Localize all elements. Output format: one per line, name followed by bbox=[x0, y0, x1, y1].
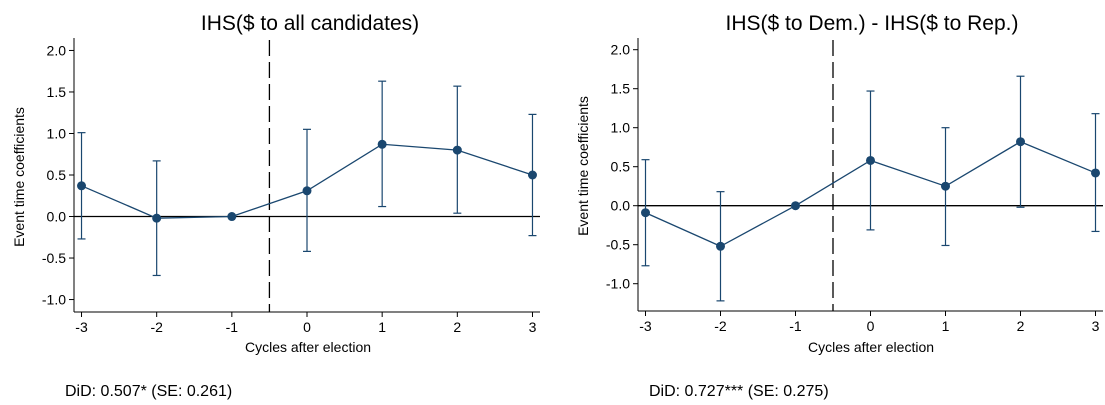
right-data-point bbox=[1091, 168, 1100, 178]
right-x-axis-label: Cycles after election bbox=[808, 339, 934, 355]
left-y-axis-label: Event time coefficients bbox=[11, 107, 27, 247]
left-plot-area: 2.0 1.5 1.0 0.5 0.0 -0.5 -1.0 -3 -2 -1 0 1 2 3 bbox=[42, 38, 540, 335]
right-data-point bbox=[1016, 137, 1025, 147]
left-data-point bbox=[77, 181, 87, 191]
right-data-point bbox=[791, 201, 800, 211]
right-chart: IHS($ to Dem.) - IHS($ to Rep.) Event ti… bbox=[575, 12, 1103, 400]
right-x-tick-label: 3 bbox=[1092, 318, 1100, 334]
left-y-tick-label: 1.0 bbox=[47, 125, 67, 141]
right-chart-title: IHS($ to Dem.) - IHS($ to Rep.) bbox=[726, 12, 1019, 35]
right-y-tick-label: 0.0 bbox=[611, 198, 631, 214]
left-data-point bbox=[302, 186, 312, 196]
right-y-tick-label: -0.5 bbox=[606, 237, 630, 253]
right-x-tick-label: 0 bbox=[867, 318, 875, 334]
right-y-tick-label: 1.5 bbox=[611, 81, 631, 97]
left-x-tick-label: -1 bbox=[226, 319, 239, 335]
right-data-point bbox=[866, 155, 875, 165]
left-data-point bbox=[527, 170, 537, 180]
right-data-point bbox=[641, 208, 650, 218]
left-data-point bbox=[227, 212, 237, 222]
left-data-point bbox=[152, 213, 162, 223]
left-did-note: DiD: 0.507* (SE: 0.261) bbox=[65, 383, 232, 400]
right-x-tick-label: -1 bbox=[789, 318, 802, 334]
right-y-tick-label: 2.0 bbox=[611, 42, 631, 58]
left-y-tick-label: -1.0 bbox=[42, 292, 66, 308]
left-x-tick-label: 1 bbox=[378, 319, 386, 335]
right-plot-area: 2.0 1.5 1.0 0.5 0.0 -0.5 -1.0 -3 -2 -1 0 1 2 3 bbox=[606, 38, 1103, 334]
right-y-tick-label: 1.0 bbox=[611, 120, 631, 136]
right-x-tick-label: -3 bbox=[639, 318, 652, 334]
left-x-axis-label: Cycles after election bbox=[245, 339, 371, 355]
left-x-tick-label: 3 bbox=[529, 319, 537, 335]
left-y-tick-label: 1.5 bbox=[47, 84, 67, 100]
right-y-tick-label: -1.0 bbox=[606, 276, 630, 292]
right-y-tick-label: 0.5 bbox=[611, 159, 631, 175]
right-data-point bbox=[941, 181, 950, 191]
left-x-tick-label: 0 bbox=[303, 319, 311, 335]
left-chart-title: IHS($ to all candidates) bbox=[201, 12, 419, 35]
left-y-tick-label: 2.0 bbox=[47, 42, 67, 58]
right-y-axis-label: Event time coefficients bbox=[575, 96, 591, 236]
left-x-tick-label: -3 bbox=[75, 319, 88, 335]
left-x-tick-label: -2 bbox=[150, 319, 163, 335]
left-chart: IHS($ to all candidates) Event time coef… bbox=[11, 12, 540, 400]
right-x-tick-label: -2 bbox=[714, 318, 727, 334]
right-data-point bbox=[716, 241, 725, 251]
left-data-point bbox=[452, 145, 462, 155]
left-data-point bbox=[377, 139, 387, 149]
left-y-tick-label: 0.0 bbox=[47, 209, 67, 225]
right-did-note: DiD: 0.727*** (SE: 0.275) bbox=[649, 383, 829, 400]
right-x-tick-label: 2 bbox=[1017, 318, 1025, 334]
left-x-tick-label: 2 bbox=[453, 319, 461, 335]
right-x-tick-label: 1 bbox=[942, 318, 950, 334]
left-y-tick-label: -0.5 bbox=[42, 250, 66, 266]
left-y-tick-label: 0.5 bbox=[47, 167, 67, 183]
